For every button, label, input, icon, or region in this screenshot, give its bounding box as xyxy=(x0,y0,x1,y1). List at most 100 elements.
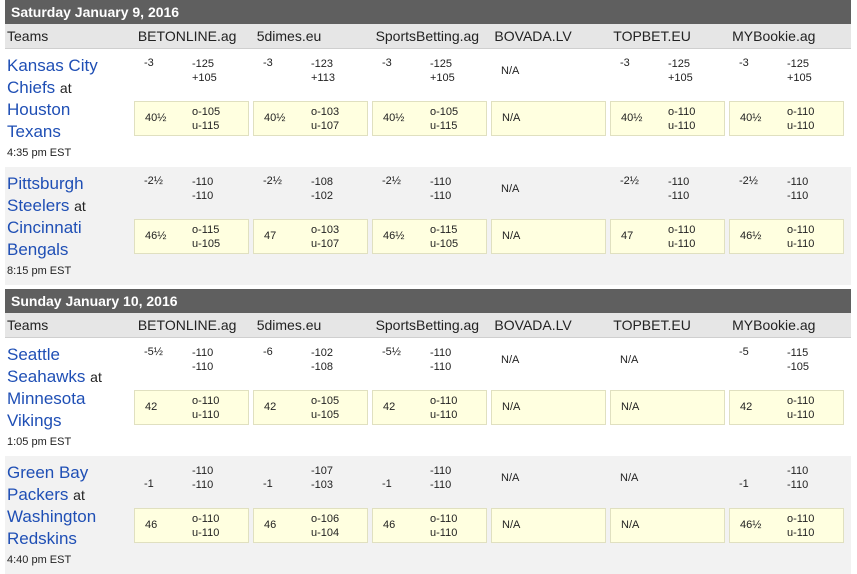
team-link[interactable]: Pittsburgh xyxy=(7,174,84,193)
book-header: BOVADA.LV xyxy=(494,28,572,44)
moneyline-value: -125 xyxy=(787,58,810,70)
team-link[interactable]: Houston xyxy=(7,100,71,119)
spread-moneyline[interactable]: -3 -123 +113 xyxy=(253,49,368,97)
moneyline-values: -110 -110 xyxy=(787,464,808,492)
total-line[interactable]: N/A xyxy=(491,219,606,254)
team-link[interactable]: Steelers xyxy=(7,196,70,215)
spread-moneyline[interactable]: N/A xyxy=(610,338,725,386)
total-line[interactable]: 46 o-110 u-110 xyxy=(372,508,487,543)
over-under-values: o-105 u-105 xyxy=(311,394,339,422)
total-line[interactable]: 40½ o-103 u-107 xyxy=(253,101,368,136)
total-line[interactable]: 46½ o-115 u-105 xyxy=(372,219,487,254)
spread-moneyline[interactable]: N/A xyxy=(491,338,606,386)
book-odds-cell: -3 -125 +105 40½ o-105 u-115 xyxy=(134,49,253,167)
team-link[interactable]: Redskins xyxy=(7,529,77,548)
day-section: Sunday January 10, 2016 Teams BETONLINE.… xyxy=(5,289,851,574)
team-link[interactable]: Seattle xyxy=(7,345,60,364)
total-value: 40½ xyxy=(621,112,643,124)
spread-moneyline[interactable]: -3 -125 +105 xyxy=(610,49,725,97)
team-link[interactable]: Green Bay xyxy=(7,463,89,482)
spread-value: -2½ xyxy=(620,175,639,187)
total-value: 47 xyxy=(621,230,634,242)
moneyline-values: -125 +105 xyxy=(192,57,217,85)
under-value: u-110 xyxy=(668,120,696,132)
over-under-values: o-110 u-110 xyxy=(787,105,814,133)
column-header-row: Teams BETONLINE.ag 5dimes.eu SportsBetti… xyxy=(5,24,851,49)
na-label: N/A xyxy=(502,519,521,531)
total-line[interactable]: 42 o-110 u-110 xyxy=(372,390,487,425)
spread-moneyline[interactable]: -6 -102 -108 xyxy=(253,338,368,386)
total-line[interactable]: 40½ o-105 u-115 xyxy=(372,101,487,136)
total-line[interactable]: 46½ o-115 u-105 xyxy=(134,219,249,254)
spread-moneyline[interactable]: -3 -125 +105 xyxy=(372,49,487,97)
at-label: at xyxy=(59,80,72,96)
over-value: o-110 xyxy=(668,224,696,236)
spread-moneyline[interactable]: -3 -125 +105 xyxy=(134,49,249,97)
total-line[interactable]: 46½ o-110 u-110 xyxy=(729,219,844,254)
total-line[interactable]: N/A xyxy=(491,390,606,425)
moneyline-value: -110 xyxy=(787,479,809,491)
total-line[interactable]: 46½ o-110 u-110 xyxy=(729,508,844,543)
over-value: o-105 xyxy=(311,395,340,407)
spread-moneyline[interactable]: N/A xyxy=(491,167,606,215)
spread-moneyline[interactable]: N/A xyxy=(491,456,606,504)
total-line[interactable]: 42 o-105 u-105 xyxy=(253,390,368,425)
total-line[interactable]: 46 o-106 u-104 xyxy=(253,508,368,543)
na-label: N/A xyxy=(502,230,521,242)
spread-moneyline[interactable]: -2½ -110 -110 xyxy=(729,167,844,215)
book-odds-cell: N/A N/A xyxy=(610,456,729,574)
team-link[interactable]: Seahawks xyxy=(7,367,86,386)
moneyline-value: -115 xyxy=(787,347,809,359)
spread-moneyline[interactable]: -1 -107 -103 xyxy=(253,456,368,504)
under-value: u-115 xyxy=(192,120,220,132)
team-link[interactable]: Washington xyxy=(7,507,97,526)
total-line[interactable]: 47 o-103 u-107 xyxy=(253,219,368,254)
spread-moneyline[interactable]: N/A xyxy=(491,49,606,97)
total-line[interactable]: 46 o-110 u-110 xyxy=(134,508,249,543)
total-line[interactable]: N/A xyxy=(491,101,606,136)
team-link[interactable]: Minnesota xyxy=(7,389,86,408)
teams-cell: Green Bay Packers at Washington Redskins 4:4… xyxy=(5,456,134,574)
total-line[interactable]: 47 o-110 u-110 xyxy=(610,219,725,254)
total-line[interactable]: 40½ o-110 u-110 xyxy=(610,101,725,136)
day-section: Saturday January 9, 2016 Teams BETONLINE… xyxy=(5,0,851,285)
spread-value: -3 xyxy=(382,57,392,69)
team-link[interactable]: Cincinnati xyxy=(7,218,82,237)
na-label: N/A xyxy=(620,472,639,484)
total-line[interactable]: 42 o-110 u-110 xyxy=(729,390,844,425)
spread-moneyline[interactable]: -1 -110 -110 xyxy=(729,456,844,504)
total-line[interactable]: N/A xyxy=(491,508,606,543)
spread-moneyline[interactable]: -2½ -110 -110 xyxy=(372,167,487,215)
over-value: o-103 xyxy=(311,106,340,118)
spread-moneyline[interactable]: -2½ -110 -110 xyxy=(610,167,725,215)
total-line[interactable]: N/A xyxy=(610,390,725,425)
spread-moneyline[interactable]: -1 -110 -110 xyxy=(134,456,249,504)
team-link[interactable]: Vikings xyxy=(7,411,62,430)
team-link[interactable]: Bengals xyxy=(7,240,69,259)
spread-moneyline[interactable]: -5½ -110 -110 xyxy=(134,338,249,386)
team-link[interactable]: Texans xyxy=(7,122,61,141)
spread-moneyline[interactable]: -2½ -108 -102 xyxy=(253,167,368,215)
total-line[interactable]: 40½ o-110 u-110 xyxy=(729,101,844,136)
total-line[interactable]: N/A xyxy=(610,508,725,543)
team-line: Chiefs at xyxy=(5,77,134,99)
moneyline-value: -108 xyxy=(311,176,334,188)
spread-moneyline[interactable]: -3 -125 +105 xyxy=(729,49,844,97)
total-value: 46½ xyxy=(145,230,167,242)
team-link[interactable]: Kansas City xyxy=(7,56,98,75)
spread-moneyline[interactable]: -1 -110 -110 xyxy=(372,456,487,504)
teams-cell: Pittsburgh Steelers at Cincinnati Bengals 8:… xyxy=(5,167,134,285)
team-link[interactable]: Chiefs xyxy=(7,78,56,97)
total-line[interactable]: 40½ o-105 u-115 xyxy=(134,101,249,136)
game-time: 8:15 pm EST xyxy=(7,265,72,277)
over-value: o-110 xyxy=(430,513,458,525)
spread-moneyline[interactable]: -5½ -110 -110 xyxy=(372,338,487,386)
moneyline-value: -110 xyxy=(192,190,214,202)
spread-moneyline[interactable]: N/A xyxy=(610,456,725,504)
spread-moneyline[interactable]: -2½ -110 -110 xyxy=(134,167,249,215)
team-link[interactable]: Packers xyxy=(7,485,69,504)
spread-moneyline[interactable]: -5 -115 -105 xyxy=(729,338,844,386)
total-value: 40½ xyxy=(264,112,286,124)
total-line[interactable]: 42 o-110 u-110 xyxy=(134,390,249,425)
na-label: N/A xyxy=(621,401,640,413)
